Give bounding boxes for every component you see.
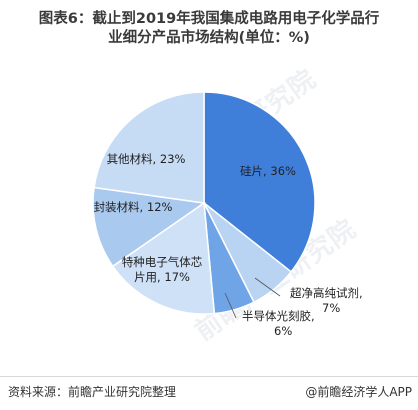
slice-label-2: 超净高纯试剂, 7% (290, 286, 363, 315)
source-note: 资料来源：前瞻产业研究院整理 (8, 385, 177, 399)
slice-label-1: 硅片, 36% (240, 164, 296, 178)
slice-label-3: 半导体光刻胶, 6% (242, 309, 315, 338)
pie-slice-1 (203, 91, 316, 273)
pie-slices (92, 91, 316, 315)
slice-labels: 硅片, 36% 超净高纯试剂, 7%半导体光刻胶, 6% 特种电子气体芯片用, 17% 封… (94, 152, 363, 338)
credit-note: @前瞻经济学人APP (305, 385, 412, 399)
pie-slice-4 (111, 201, 216, 315)
chart-title-line-2: 业细分产品市场结构(单位：%) (108, 30, 310, 46)
pie-slice-6 (93, 91, 205, 204)
footer: 资料来源：前瞻产业研究院整理 @前瞻经济学人APP (0, 376, 418, 410)
leader-line-2 (254, 277, 281, 297)
leader-lines (224, 277, 281, 319)
slice-label-5: 封装材料, 12% (94, 200, 173, 214)
pie-slice-5 (92, 186, 207, 268)
chart-title-line-1: 图表6：截止到2019年我国集成电路用电子化学品行 (38, 11, 380, 27)
chart-title: 图表6：截止到2019年我国集成电路用电子化学品行 业细分产品市场结构(单位：%… (0, 10, 418, 48)
leader-line-3 (224, 292, 237, 319)
slice-label-4: 特种电子气体芯片用, 17% (122, 255, 203, 284)
slice-label-6: 其他材料, 23% (107, 152, 186, 166)
